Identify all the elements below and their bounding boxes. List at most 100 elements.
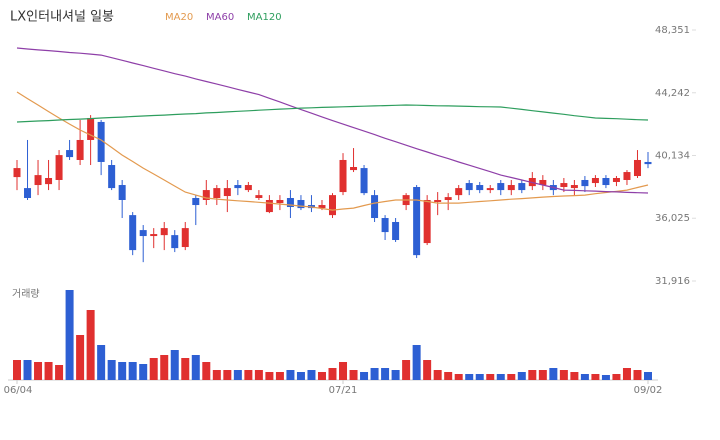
volume-bar — [307, 370, 316, 380]
candle-body — [423, 199, 431, 244]
volume-bar — [160, 355, 169, 380]
volume-bar — [433, 370, 442, 380]
volume-bar — [296, 372, 305, 380]
candle-body — [181, 228, 189, 248]
volume-bar — [34, 362, 43, 380]
volume-bar — [76, 335, 85, 380]
candle-body — [612, 178, 620, 182]
volume-bar — [601, 375, 610, 380]
ma-line — [16, 104, 649, 123]
volume-bar — [244, 370, 253, 380]
volume-bar — [265, 372, 274, 380]
candle-body — [318, 205, 326, 209]
candle-body — [286, 198, 294, 208]
volume-bar — [454, 374, 463, 380]
candle-body — [34, 175, 42, 186]
candle-body — [434, 199, 442, 202]
candle-body — [97, 121, 105, 162]
volume-bar — [212, 370, 221, 380]
candle-body — [213, 188, 221, 199]
candle-body — [560, 183, 568, 188]
candle-body — [329, 195, 336, 216]
volume-bar — [223, 370, 232, 380]
volume-bar — [423, 360, 432, 380]
y-tick-label: 40,134 — [655, 150, 690, 161]
volume-bar — [570, 372, 579, 380]
volume-bar — [612, 374, 621, 380]
volume-bar — [86, 310, 95, 380]
volume-bar — [475, 374, 484, 380]
candle-body — [602, 178, 610, 186]
x-tick-label: 07/21 — [329, 385, 358, 396]
volume-bar — [128, 362, 137, 380]
volume-bar — [622, 368, 631, 380]
candle-body — [350, 167, 358, 171]
y-tick-label: 31,916 — [655, 276, 690, 287]
candle-body — [476, 185, 484, 191]
volume-bar — [580, 374, 589, 380]
y-tick-label: 44,242 — [655, 88, 690, 99]
candle-body — [623, 172, 631, 180]
volume-bar — [402, 360, 411, 380]
candle-body — [192, 198, 200, 206]
candle-body — [55, 155, 63, 180]
volume-bar — [507, 374, 516, 380]
legend-entry: MA120 — [247, 12, 282, 23]
volume-bar — [65, 290, 74, 380]
candle-body — [465, 183, 473, 191]
candle-body — [339, 159, 347, 193]
candle-body — [444, 197, 452, 200]
volume-bar — [191, 355, 200, 380]
candle-body — [591, 178, 599, 184]
volume-bar — [97, 345, 106, 380]
volume-bar — [170, 350, 179, 380]
volume-bar — [633, 370, 642, 380]
candle-body — [644, 161, 652, 165]
candle-body — [371, 195, 379, 219]
volume-bar — [644, 372, 652, 380]
candle-body — [24, 188, 32, 199]
volume-bar — [118, 362, 127, 380]
candle-body — [108, 165, 116, 189]
candle-body — [486, 188, 494, 191]
candle-body — [497, 183, 505, 191]
volume-bar — [202, 362, 211, 380]
candle-body — [507, 185, 515, 191]
candle-body — [45, 178, 53, 185]
candle-body — [255, 195, 263, 199]
volume-bar — [549, 368, 558, 380]
volume-bar — [139, 364, 148, 380]
volume-bar — [381, 368, 390, 380]
ma-line — [16, 91, 649, 211]
volume-bar — [286, 370, 295, 380]
volume-bar — [254, 370, 263, 380]
candle-body — [455, 188, 463, 196]
ma-line — [16, 47, 649, 194]
volume-bar — [528, 370, 537, 380]
y-tick-label: 48,351 — [655, 25, 690, 36]
candle-body — [223, 188, 231, 197]
candle-body — [381, 218, 389, 233]
candle-body — [118, 185, 126, 200]
candle-body — [171, 235, 179, 249]
volume-bar — [517, 372, 526, 380]
candle-body — [13, 168, 21, 178]
volume-bar — [591, 374, 600, 380]
volume-label: 거래량 — [12, 288, 40, 300]
candle-body — [297, 199, 305, 209]
candle-body — [581, 179, 589, 187]
candle-body — [87, 117, 95, 140]
volume-bar — [486, 374, 495, 380]
candle-body — [76, 139, 84, 160]
volume-bar — [328, 368, 337, 380]
candle-body — [518, 183, 526, 191]
candle-body — [413, 187, 421, 256]
legend-entry: MA60 — [206, 12, 234, 23]
candle-body — [244, 185, 252, 191]
candle-body — [570, 185, 578, 189]
volume-bar — [465, 374, 474, 380]
candle-body — [539, 179, 547, 186]
y-tick-label: 36,025 — [655, 213, 690, 224]
volume-bar — [391, 370, 400, 380]
candle-body — [139, 230, 147, 237]
